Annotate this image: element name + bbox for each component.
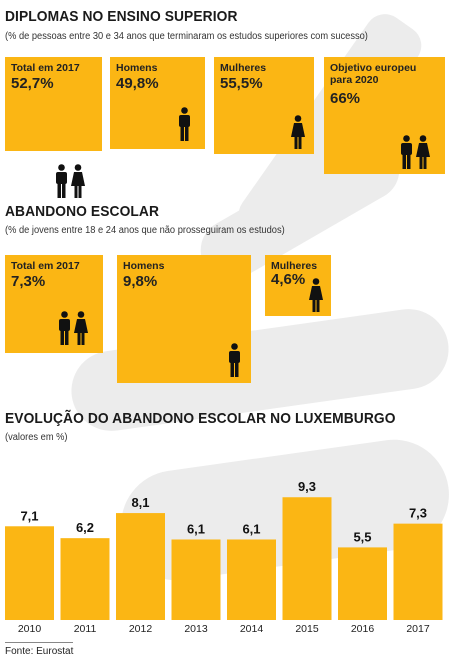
icon-group <box>178 107 191 141</box>
abandono-subtitle: (% de jovens entre 18 e 24 anos que não … <box>5 225 285 236</box>
box-value: 66% <box>330 90 361 107</box>
evolucao-subtitle: (valores em %) <box>5 432 68 443</box>
abandono-box-mulheres: Mulheres 4,6% <box>265 255 331 316</box>
male-icon <box>59 311 70 345</box>
bar-2015 <box>282 497 332 620</box>
male-icon <box>56 164 67 198</box>
bar-value-label: 6,2 <box>76 520 94 535</box>
male-icon <box>229 343 240 377</box>
diplomas-box-total: Total em 2017 52,7% <box>5 57 102 198</box>
icon-group <box>309 278 323 312</box>
box-value: 52,7% <box>11 75 54 92</box>
box-label: Mulheres <box>271 260 318 272</box>
bar-value-label: 5,5 <box>353 529 371 544</box>
abandono-title: ABANDONO ESCOLAR <box>5 203 160 220</box>
box-value: 55,5% <box>220 75 263 92</box>
box-value: 4,6% <box>271 271 306 288</box>
bar-value-label: 7,1 <box>20 508 38 523</box>
female-icon <box>309 278 323 312</box>
icon-group <box>55 164 85 198</box>
bar-value-label: 6,1 <box>242 521 260 536</box>
icon-group <box>291 115 305 149</box>
bar-2017 <box>393 523 443 620</box>
icon-group <box>58 311 88 345</box>
x-tick-label: 2017 <box>406 623 430 635</box>
abandono-box-total: Total em 2017 7,3% <box>5 255 103 353</box>
x-tick-label: 2012 <box>129 623 153 635</box>
x-tick-label: 2011 <box>74 623 97 635</box>
box-value: 49,8% <box>116 75 159 92</box>
diplomas-title: DIPLOMAS NO ENSINO SUPERIOR <box>5 8 238 25</box>
x-tick-label: 2015 <box>295 623 319 635</box>
box-label: Total em 2017 <box>11 62 80 74</box>
diplomas-box-objetivo: Objetivo europeu para 2020 66% <box>324 57 445 174</box>
bar-value-label: 7,3 <box>409 506 427 521</box>
bar-2011 <box>60 538 110 620</box>
female-icon <box>71 164 85 198</box>
box-label: Homens <box>123 260 165 272</box>
abandono-box-homens: Homens 9,8% <box>117 255 251 383</box>
box-label: Objetivo europeu para 2020 <box>330 62 417 86</box>
box-label: Total em 2017 <box>11 260 80 272</box>
diplomas-box-mulheres: Mulheres 55,5% <box>214 57 314 154</box>
box-value: 7,3% <box>11 273 46 290</box>
x-tick-label: 2016 <box>351 623 375 635</box>
male-icon <box>179 107 190 141</box>
bar-value-label: 6,1 <box>187 521 205 536</box>
bar-2014 <box>227 539 276 620</box>
x-tick-label: 2013 <box>184 623 208 635</box>
diplomas-subtitle: (% de pessoas entre 30 e 34 anos que ter… <box>5 31 368 42</box>
box-label: Homens <box>116 62 158 74</box>
x-tick-label: 2010 <box>18 623 42 635</box>
bar-2013 <box>171 539 221 620</box>
bar-2010 <box>5 526 54 620</box>
icon-group <box>400 135 430 169</box>
diplomas-box-homens: Homens 49,8% <box>110 57 205 149</box>
source-divider <box>5 642 73 643</box>
male-icon <box>401 135 412 169</box>
abandono-evolution-bar-chart: 7,1 2010 6,2 2011 8,1 2012 6,1 2013 6,1 2014 9,3 20… <box>5 479 443 635</box>
bar-value-label: 9,3 <box>298 479 316 494</box>
bar-2012 <box>116 513 165 620</box>
box-label: Mulheres <box>220 62 267 74</box>
evolucao-title: EVOLUÇÃO DO ABANDONO ESCOLAR NO LUXEMBUR… <box>5 410 396 427</box>
icon-group <box>228 343 241 377</box>
bar-2016 <box>338 547 387 620</box>
female-icon <box>74 311 88 345</box>
female-icon <box>416 135 430 169</box>
x-tick-label: 2014 <box>240 623 264 635</box>
bar-value-label: 8,1 <box>131 495 149 510</box>
source-note: Fonte: Eurostat <box>5 646 74 657</box>
box-value: 9,8% <box>123 273 158 290</box>
female-icon <box>291 115 305 149</box>
